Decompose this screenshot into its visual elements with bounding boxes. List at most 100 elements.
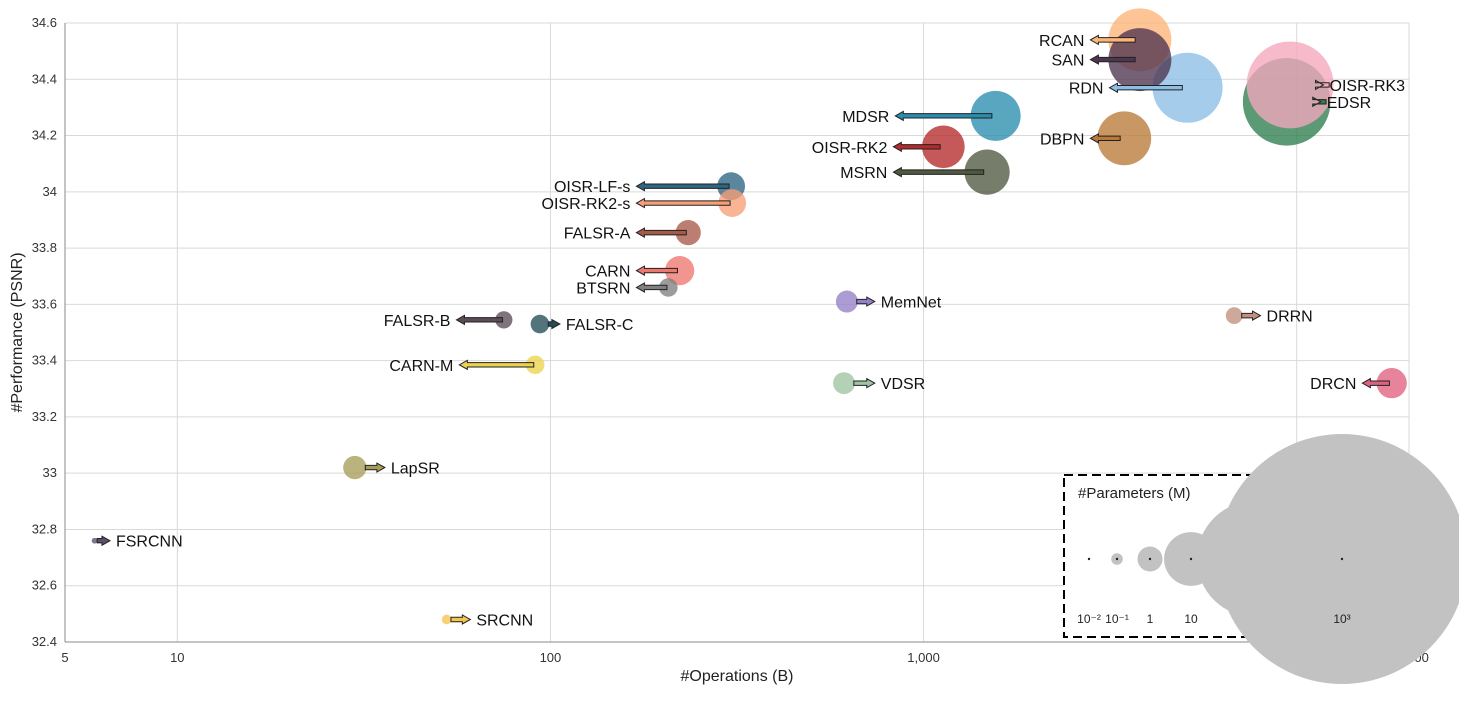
bubble-fsrcnn[interactable] <box>91 537 98 544</box>
legend-label: 10⁻¹ <box>1105 612 1129 626</box>
point-label-vdsr: VDSR <box>881 376 925 393</box>
legend-title: #Parameters (M) <box>1078 485 1191 502</box>
point-label-falsr-b: FALSR-B <box>384 313 451 330</box>
label-arrow-edsr <box>1312 96 1327 108</box>
y-tick-label: 32.8 <box>32 521 57 536</box>
y-axis-title: #Performance (PSNR) <box>9 252 26 412</box>
point-label-falsr-a: FALSR-A <box>564 226 631 243</box>
bubble-lapsr[interactable] <box>343 455 367 480</box>
label-arrow-dbpn <box>1089 133 1121 144</box>
bubble-mdsr[interactable] <box>970 90 1021 141</box>
label-arrow-oisr-rk2-s <box>635 197 731 209</box>
label-arrow-drcn <box>1361 377 1390 389</box>
point-label-rcan: RCAN <box>1039 33 1084 50</box>
x-tick-label: 1,000 <box>907 650 940 665</box>
bubble-drcn[interactable] <box>1376 368 1407 399</box>
legend-label: 10 <box>1184 612 1198 626</box>
x-tick-label: 10 <box>170 650 184 665</box>
label-arrow-srcnn <box>450 614 472 625</box>
point-label-fsrcnn: FSRCNN <box>116 534 183 551</box>
legend-label: 1 <box>1147 612 1154 626</box>
bubble-dbpn[interactable] <box>1097 111 1152 166</box>
bubble-layer <box>91 8 1407 625</box>
point-label-lapsr: LapSR <box>391 461 440 478</box>
point-label-falsr-c: FALSR-C <box>566 317 634 334</box>
point-label-edsr: EDSR <box>1327 95 1371 112</box>
point-label-memnet: MemNet <box>881 295 942 312</box>
y-tick-label: 34.4 <box>32 71 57 86</box>
point-label-oisr-rk3: OISR-RK3 <box>1330 78 1406 95</box>
legend-label: 10⁻² <box>1077 612 1101 626</box>
legend-bubble-center <box>1115 557 1119 561</box>
bubble-msrn[interactable] <box>964 149 1010 195</box>
legend-bubble-center <box>1148 557 1152 561</box>
legend-bubble-center <box>1087 557 1091 561</box>
label-arrow-vdsr <box>853 377 876 389</box>
label-arrow-btsrn <box>635 282 668 293</box>
label-arrow-carn-m <box>458 359 535 371</box>
label-arrow-carn <box>635 265 678 276</box>
bubble-falsr-a[interactable] <box>675 219 701 246</box>
bubble-btsrn[interactable] <box>659 278 678 297</box>
bubble-oisr-rk2-s[interactable] <box>718 189 747 217</box>
label-arrow-falsr-b <box>455 314 504 326</box>
point-label-san: SAN <box>1051 53 1084 70</box>
bubble-falsr-c[interactable] <box>530 314 550 334</box>
point-label-carn: CARN <box>585 264 630 281</box>
y-tick-label: 34 <box>43 184 57 199</box>
label-arrow-drrn <box>1241 310 1262 321</box>
point-label-oisr-rk2: OISR-RK2 <box>812 140 888 157</box>
point-label-oisr-rk2-s: OISR-RK2-s <box>542 196 631 213</box>
label-arrow-lapsr <box>364 462 386 473</box>
y-tick-label: 33 <box>43 465 57 480</box>
legend: #Parameters (M)10⁻²10⁻¹11010²10³ <box>1063 434 1459 684</box>
y-tick-label: 33.2 <box>32 409 57 424</box>
label-arrow-san <box>1089 54 1136 65</box>
point-label-carn-m: CARN-M <box>389 358 453 375</box>
bubble-srcnn[interactable] <box>441 614 452 625</box>
bubble-vdsr[interactable] <box>833 372 855 395</box>
bubble-falsr-b[interactable] <box>495 311 513 329</box>
point-label-drrn: DRRN <box>1267 309 1313 326</box>
y-tick-label: 32.6 <box>32 578 57 593</box>
label-arrow-oisr-rk2 <box>892 141 941 153</box>
label-arrow-mdsr <box>894 110 993 122</box>
y-tick-label: 33.4 <box>32 353 57 368</box>
label-arrow-falsr-a <box>635 227 687 238</box>
bubble-oisr-rk2[interactable] <box>922 125 965 169</box>
y-tick-label: 33.6 <box>32 296 57 311</box>
bubble-carn-m[interactable] <box>525 355 545 375</box>
x-tick-label: 5 <box>61 650 68 665</box>
point-label-oisr-lf-s: OISR-LF-s <box>554 179 630 196</box>
point-label-btsrn: BTSRN <box>576 280 630 297</box>
y-tick-label: 34.2 <box>32 128 57 143</box>
label-arrow-falsr-c <box>547 318 561 330</box>
x-axis-title: #Operations (B) <box>681 668 794 685</box>
bubble-oisr-rk3[interactable] <box>1246 41 1334 129</box>
label-arrow-msrn <box>892 166 985 178</box>
point-label-msrn: MSRN <box>840 165 887 182</box>
legend-bubble <box>1217 434 1459 684</box>
bubble-san[interactable] <box>1108 28 1172 92</box>
point-label-drcn: DRCN <box>1310 376 1356 393</box>
point-label-mdsr: MDSR <box>842 109 889 126</box>
label-arrow-oisr-lf-s <box>635 180 730 192</box>
label-arrow-rdn <box>1108 82 1183 94</box>
bubble-carn[interactable] <box>665 256 695 286</box>
legend-bubble-center <box>1189 557 1193 561</box>
y-tick-label: 32.4 <box>32 634 57 649</box>
point-label-dbpn: DBPN <box>1040 131 1084 148</box>
legend-label: 10³ <box>1333 612 1350 626</box>
x-tick-label: 100 <box>540 650 562 665</box>
point-label-srcnn: SRCNN <box>476 612 533 629</box>
bubble-memnet[interactable] <box>835 290 858 313</box>
bubble-drrn[interactable] <box>1225 307 1243 324</box>
bubble-rdn[interactable] <box>1152 52 1223 123</box>
point-label-rdn: RDN <box>1069 81 1104 98</box>
label-arrow-memnet <box>856 296 876 307</box>
legend-bubble-center <box>1340 557 1344 561</box>
y-tick-label: 34.6 <box>32 15 57 30</box>
